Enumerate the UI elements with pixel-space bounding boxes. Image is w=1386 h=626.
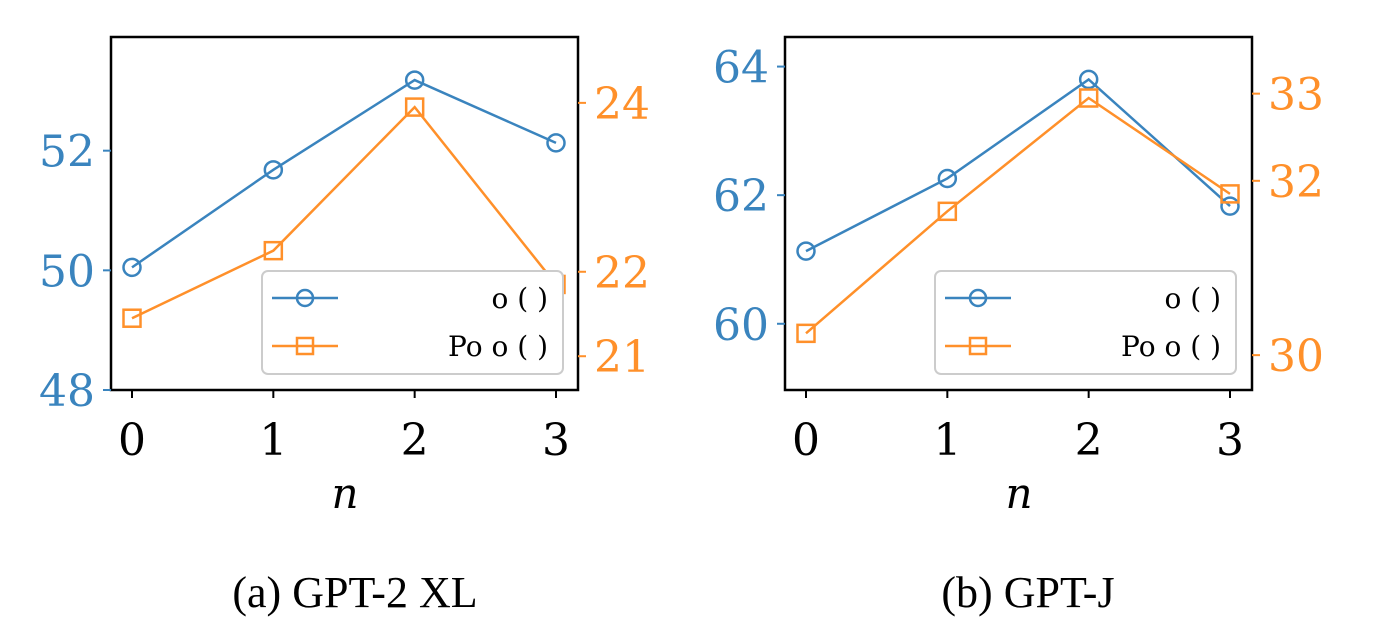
x-tick-label: 3 [542, 415, 570, 466]
left-axis-ticks: 48 50 52 [39, 127, 111, 417]
panel-gpt2-xl: 48 50 52 21 22 24 0 1 2 3 n o ( ) Po o ( ) (a) … [39, 35, 650, 617]
data-point-circle [1078, 69, 1099, 90]
data-point-square [796, 323, 816, 344]
data-point-square [263, 240, 284, 261]
series-line-accuracy [131, 78, 557, 269]
data-point-square [937, 201, 958, 222]
legend-label-position: Po o ( ) [1121, 330, 1221, 363]
panel-gpt-j: 60 62 64 30 32 33 0 1 2 3 n o ( ) Po o ( ) (b) … [713, 35, 1324, 617]
data-point-square [404, 97, 425, 117]
left-axis-tick-label: 50 [39, 246, 95, 297]
data-point-circle [263, 160, 284, 180]
legend-square-marker [295, 336, 315, 356]
right-axis-ticks: 21 22 24 [578, 79, 650, 383]
data-point-square [1220, 184, 1240, 204]
x-tick-label: 2 [401, 415, 429, 466]
left-axis-ticks: 60 62 64 [713, 43, 785, 351]
data-point-circle [1220, 196, 1240, 216]
right-axis-tick-label: 33 [1268, 70, 1324, 121]
x-tick-label: 1 [259, 415, 287, 466]
left-axis-tick-label: 52 [39, 127, 95, 178]
x-axis-label: n [1005, 469, 1032, 518]
x-axis-label: n [331, 469, 358, 518]
x-axis-ticks: 0 1 2 3 [118, 390, 570, 466]
series-line-accuracy [805, 77, 1231, 253]
plot-frame [783, 35, 1254, 392]
x-tick-label: 2 [1075, 415, 1103, 466]
series-line-position [805, 96, 1231, 335]
left-axis-tick-label: 62 [713, 171, 769, 222]
series-line-position [131, 105, 557, 320]
x-tick-label: 0 [118, 415, 146, 466]
left-axis-tick-label: 64 [713, 43, 769, 94]
legend-label-accuracy: o ( ) [1164, 282, 1221, 315]
subfigure-caption: (b) GPT-J [941, 568, 1114, 617]
data-point-circle [796, 241, 816, 261]
data-point-circle [404, 70, 425, 90]
legend-circle-marker [968, 288, 988, 308]
data-point-square [1078, 88, 1099, 108]
data-point-circle [122, 257, 142, 278]
left-axis-tick-label: 60 [713, 300, 769, 351]
x-tick-label: 1 [933, 415, 961, 466]
x-tick-label: 3 [1216, 415, 1244, 466]
x-tick-label: 0 [792, 415, 820, 466]
data-point-circle [546, 133, 566, 153]
legend-label-position: Po o ( ) [448, 330, 548, 363]
data-point-square [122, 308, 142, 328]
legend: o ( ) Po o ( ) [261, 270, 564, 375]
series-layer [796, 69, 1240, 344]
right-axis-tick-label: 21 [594, 332, 650, 383]
legend-label-accuracy: o ( ) [491, 282, 548, 315]
x-axis-ticks: 0 1 2 3 [792, 390, 1244, 466]
right-axis-tick-label: 22 [594, 248, 650, 299]
subfigure-caption: (a) GPT-2 XL [232, 568, 477, 617]
left-axis-tick-label: 48 [39, 366, 95, 417]
right-axis-tick-label: 24 [594, 79, 650, 130]
data-point-circle [937, 168, 958, 189]
legend-square-marker [968, 336, 988, 356]
right-axis-tick-label: 30 [1268, 331, 1324, 382]
plot-frame [109, 35, 580, 392]
legend-circle-marker [295, 288, 315, 308]
legend: o ( ) Po o ( ) [934, 270, 1237, 375]
right-axis-ticks: 30 32 33 [1252, 70, 1324, 382]
right-axis-tick-label: 32 [1268, 157, 1324, 208]
